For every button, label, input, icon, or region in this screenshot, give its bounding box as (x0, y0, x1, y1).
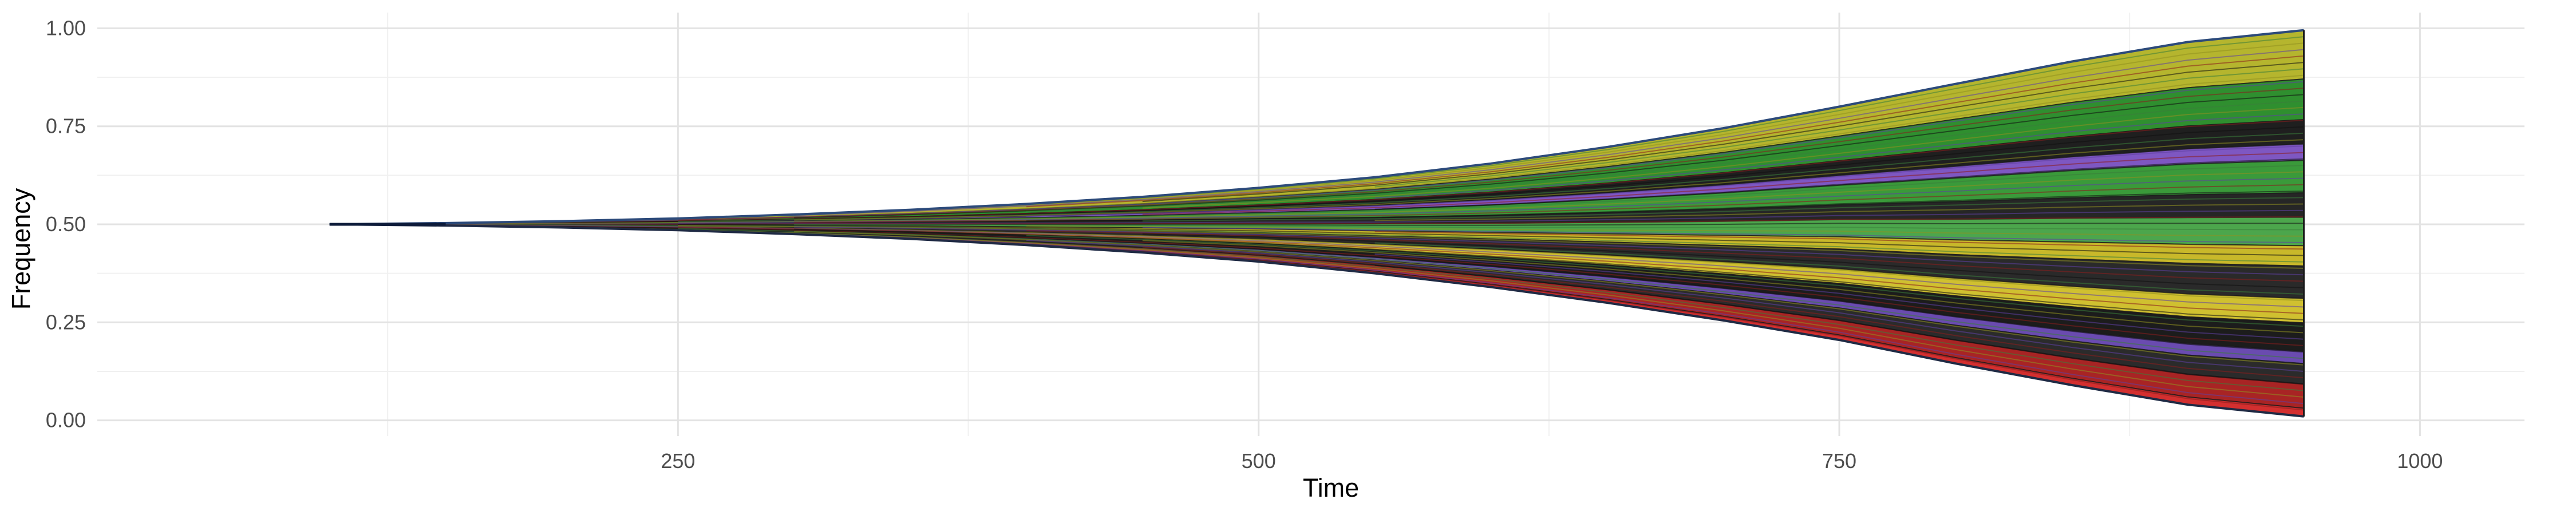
lineage-stripe (1026, 235, 2304, 327)
lineage-stripe (1026, 239, 2304, 372)
lineage-stripe (1142, 62, 2304, 203)
lineage-stripe (794, 94, 2304, 219)
lineage-stripe (1374, 264, 2304, 385)
x-axis-title: Time (1303, 473, 1359, 502)
lineage-stripe (794, 184, 2304, 223)
lineage-stripe (794, 228, 2304, 320)
lineage-stripe (1026, 225, 2304, 237)
y-axis-ticks: 0.00 0.25 0.50 0.75 1.00 (46, 16, 86, 431)
lineage-stripe (794, 139, 2304, 221)
y-tick-label: 0.50 (46, 212, 86, 236)
lineage-stripe (1374, 68, 2304, 188)
lineage-stripe (794, 224, 2304, 231)
lineage-stripe (1374, 242, 2304, 295)
lineage-stripe (1142, 233, 2304, 288)
x-axis-ticks: 250 500 750 1000 (661, 449, 2443, 473)
x-tick-label: 750 (1822, 449, 1856, 473)
y-axis-title: Frequency (6, 188, 35, 310)
y-tick-label: 0.25 (46, 310, 86, 334)
lineage-stripe (1026, 191, 2304, 222)
lineage-stripe (1142, 240, 2304, 334)
lineage-stripe (1026, 145, 2304, 217)
lineage-stripe (1374, 113, 2304, 199)
upper-envelope-line (329, 29, 2304, 225)
lineage-stripe (1026, 55, 2304, 208)
x-tick-label: 500 (1242, 449, 1276, 473)
stacked-area-bands (329, 29, 2305, 418)
lineage-stripe (1374, 231, 2304, 250)
x-tick-label: 250 (661, 449, 695, 473)
lineage-stripe (1142, 227, 2304, 243)
lineage-stripe (1374, 158, 2304, 210)
lineage-stripe (794, 226, 2304, 276)
y-tick-label: 0.00 (46, 409, 86, 432)
x-tick-label: 1000 (2397, 449, 2443, 473)
lineage-stripe (1142, 152, 2304, 215)
lower-envelope-line (329, 223, 2304, 418)
lineage-stripe (794, 231, 2304, 366)
lineage-stripe (1026, 100, 2304, 212)
y-tick-label: 1.00 (46, 16, 86, 39)
lineage-stripe (1142, 246, 2304, 379)
lineage-stripe (1142, 106, 2304, 209)
lineage-stripe (1374, 203, 2304, 221)
lineage-stripe (1026, 230, 2304, 282)
lineage-stripe (1142, 197, 2304, 222)
y-tick-label: 0.75 (46, 114, 86, 138)
lineage-stripe (794, 49, 2304, 216)
lineage-stripe (1374, 253, 2304, 340)
